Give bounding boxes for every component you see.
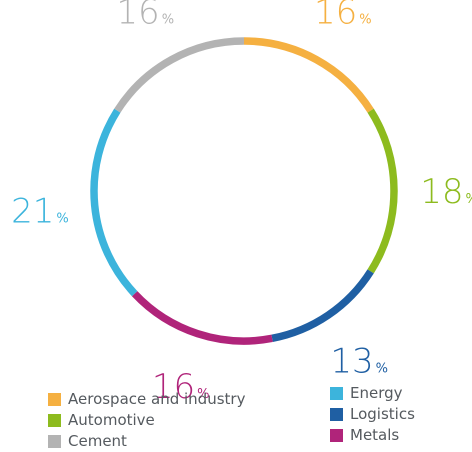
legend-label: Energy — [350, 384, 403, 402]
legend-label: Cement — [68, 432, 127, 450]
legend-item-automotive: Automotive — [48, 410, 245, 431]
segment-energy — [90, 108, 138, 297]
legend-label: Logistics — [350, 405, 415, 423]
value-label-aerospace-and-industry: 16% — [314, 0, 372, 32]
legend-item-aerospace-and-industry: Aerospace and industry — [48, 389, 245, 410]
value-label-logistics: 13% — [330, 342, 388, 382]
donut-segments — [90, 37, 398, 345]
segment-logistics — [271, 269, 374, 343]
value-label-metals: 16% — [152, 367, 210, 407]
legend-swatch — [330, 387, 343, 400]
legend-swatch — [48, 393, 61, 406]
value-label-cement: 16% — [116, 0, 174, 32]
legend-swatch — [48, 414, 61, 427]
legend-swatch — [330, 408, 343, 421]
segment-cement — [114, 37, 245, 113]
segment-automotive — [367, 108, 398, 274]
legend-right-column: Energy Logistics Metals — [330, 383, 415, 446]
legend-item-cement: Cement — [48, 431, 245, 452]
legend-label: Metals — [350, 426, 400, 444]
legend-swatch — [330, 429, 343, 442]
donut-value-labels: 16% 18% 13% 16% 21% 16% — [11, 0, 472, 407]
legend-label: Automotive — [68, 411, 155, 429]
legend-item-energy: Energy — [330, 383, 415, 404]
segment-metals — [131, 291, 273, 345]
legend-item-metals: Metals — [330, 425, 415, 446]
legend-swatch — [48, 435, 61, 448]
value-label-automotive: 18% — [420, 172, 472, 212]
segment-aerospace-and-industry — [243, 37, 374, 113]
legend-left-column: Aerospace and industry Automotive Cement — [48, 389, 245, 452]
legend-item-logistics: Logistics — [330, 404, 415, 425]
legend-label: Aerospace and industry — [68, 390, 246, 408]
value-label-energy: 21% — [11, 191, 69, 231]
